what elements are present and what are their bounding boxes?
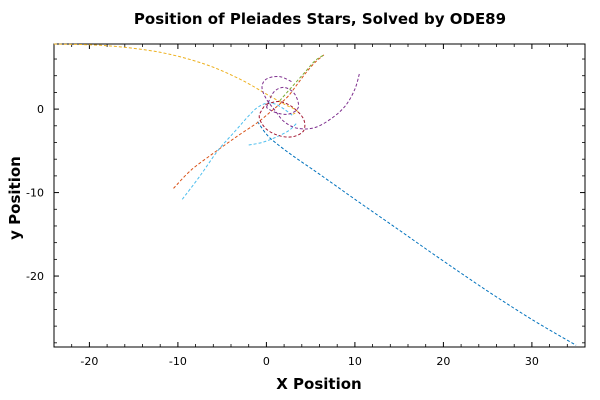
x-tick-label: 20 [436,355,450,368]
series-layer [53,43,577,346]
y-tick-label: -10 [26,187,44,200]
series-line-7 [248,122,298,146]
chart-title: Position of Pleiades Stars, Solved by OD… [134,10,506,28]
series-line-5 [261,73,360,130]
x-tick-label: 10 [348,355,362,368]
series-line-6 [181,102,294,200]
series-line-1 [53,43,298,115]
plot-frame [53,43,586,348]
x-tick-label: 30 [525,355,539,368]
series-line-4 [279,54,325,102]
y-tick-label: 0 [37,103,44,116]
x-axis-label: X Position [276,375,361,393]
y-axis-label: y Position [6,156,24,240]
axes: -20 -10 0 10 20 30 -20 -10 0 [26,43,586,368]
series-line-3 [173,54,325,189]
x-tick-label: -10 [169,355,187,368]
y-tick-label: -20 [26,270,44,283]
x-tick-label: 0 [263,355,270,368]
series-line-9 [265,86,300,115]
x-tick-label: -20 [80,355,98,368]
series-line-2 [257,121,577,346]
